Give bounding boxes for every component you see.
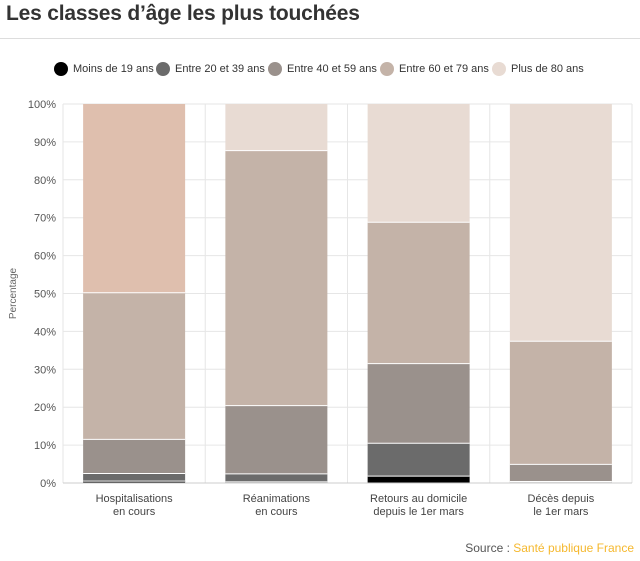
y-tick-label: 0% [40, 478, 56, 490]
legend-item-60-79[interactable]: Entre 60 et 79 ans [380, 62, 489, 76]
legend-item-over-80[interactable]: Plus de 80 ans [492, 62, 584, 76]
x-tick-label: le 1er mars [533, 506, 589, 518]
bar-segment [367, 476, 470, 483]
bar-segment [83, 292, 186, 440]
bar-segment [509, 464, 612, 482]
y-tick-label: 100% [28, 99, 56, 111]
bar-segment [225, 104, 328, 151]
legend-label-over-80: Plus de 80 ans [511, 63, 584, 75]
legend-label-60-79: Entre 60 et 79 ans [399, 63, 489, 75]
x-tick-label: en cours [113, 506, 156, 518]
bar-segment [509, 481, 612, 483]
source-credit: Source : Santé publique France [465, 541, 634, 555]
title-divider [0, 38, 640, 39]
y-tick-label: 70% [34, 213, 56, 225]
source-link[interactable]: Santé publique France [513, 541, 634, 555]
legend-swatch-40-59 [268, 62, 282, 76]
legend-swatch-under-19 [54, 62, 68, 76]
bar-segment [367, 363, 470, 444]
x-tick-label: Décès depuis [528, 493, 595, 505]
bar-segment [225, 150, 328, 406]
legend-label-20-39: Entre 20 et 39 ans [175, 63, 265, 75]
bar-segment [367, 104, 470, 223]
y-tick-label: 90% [34, 137, 56, 149]
legend-item-under-19[interactable]: Moins de 19 ans [54, 62, 154, 76]
bar-segment [367, 222, 470, 364]
x-tick-label: en cours [255, 506, 298, 518]
y-tick-label: 40% [34, 326, 56, 338]
legend-swatch-over-80 [492, 62, 506, 76]
legend-label-40-59: Entre 40 et 59 ans [287, 63, 377, 75]
bar-segment [225, 473, 328, 482]
legend-item-40-59[interactable]: Entre 40 et 59 ans [268, 62, 377, 76]
bar-segment [509, 104, 612, 342]
y-tick-label: 80% [34, 175, 56, 187]
y-axis-label: Percentage [8, 267, 19, 319]
legend-swatch-20-39 [156, 62, 170, 76]
y-tick-label: 20% [34, 402, 56, 414]
x-tick-label: depuis le 1er mars [373, 506, 464, 518]
bar-segment [83, 481, 186, 483]
bar-segment [367, 443, 470, 477]
bar-segment [225, 481, 328, 483]
bar-segment [225, 405, 328, 474]
y-tick-label: 30% [34, 364, 56, 376]
bar-segment [83, 104, 186, 293]
bar-segment [83, 473, 186, 482]
x-tick-label: Retours au domicile [370, 493, 467, 505]
y-tick-label: 50% [34, 289, 56, 301]
legend-swatch-60-79 [380, 62, 394, 76]
legend-item-20-39[interactable]: Entre 20 et 39 ans [156, 62, 265, 76]
chart-legend: Moins de 19 ans Entre 20 et 39 ans Entre… [0, 62, 640, 84]
y-tick-label: 10% [34, 440, 56, 452]
legend-label-under-19: Moins de 19 ans [73, 63, 154, 75]
bar-segment [83, 439, 186, 474]
x-tick-label: Réanimations [243, 493, 311, 505]
y-tick-label: 60% [34, 251, 56, 263]
source-prefix: Source : [465, 541, 514, 555]
bar-segment [509, 341, 612, 465]
chart-title: Les classes d’âge les plus touchées [6, 2, 360, 25]
x-tick-label: Hospitalisations [96, 493, 174, 505]
